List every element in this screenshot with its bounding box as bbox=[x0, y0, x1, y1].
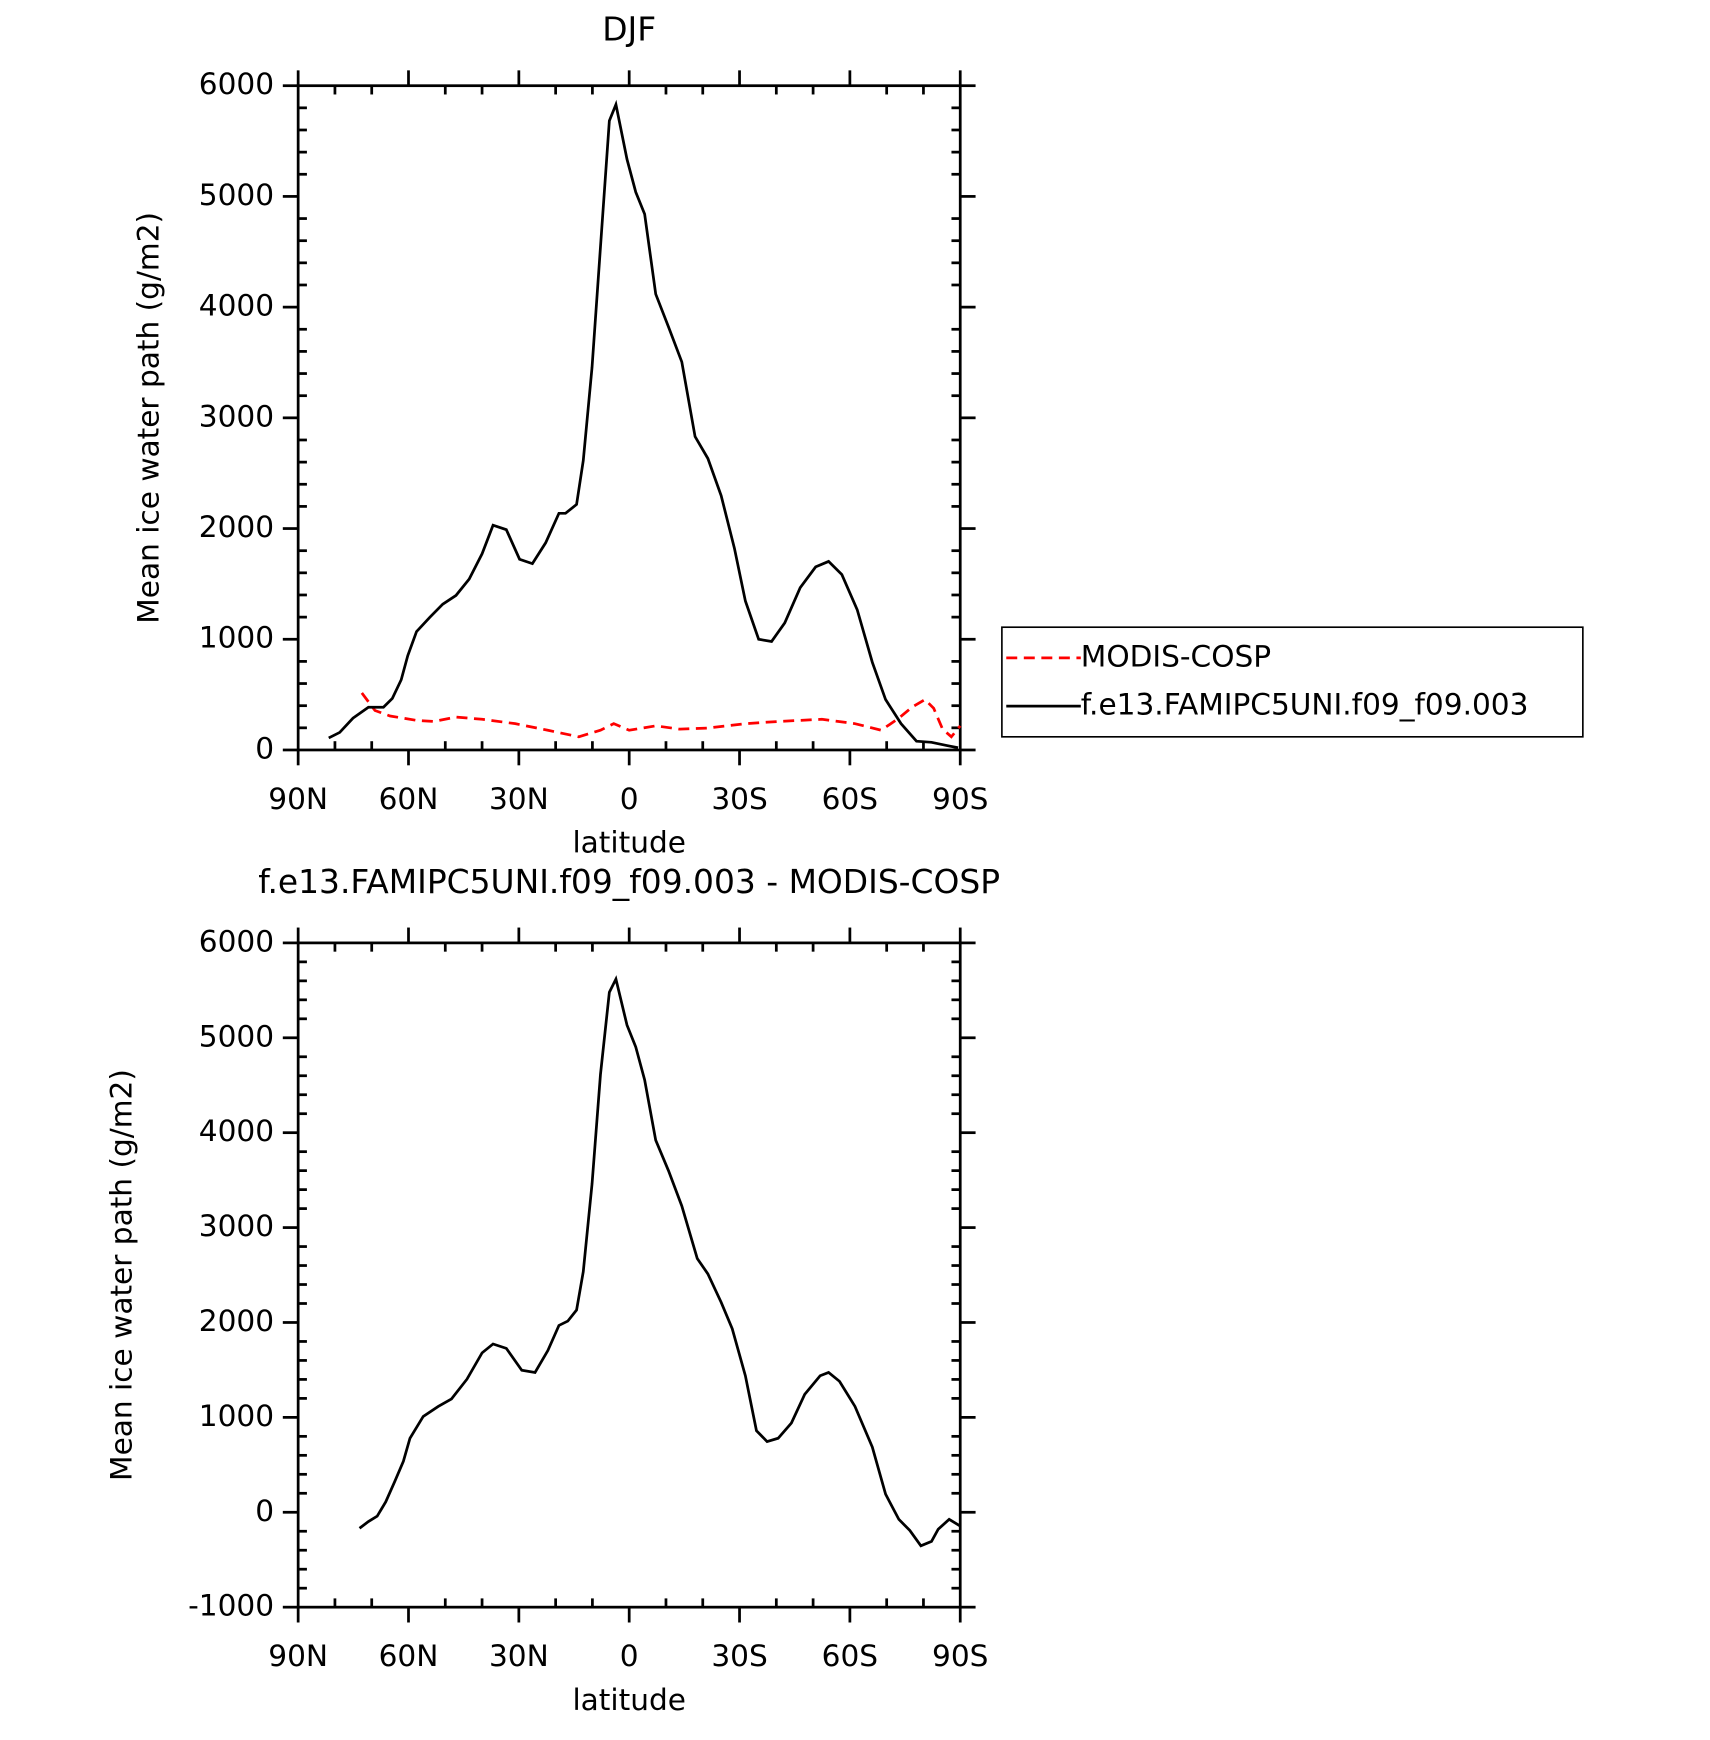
x-tick-label: 30S bbox=[711, 1639, 767, 1673]
chart-title: f.e13.FAMIPC5UNI.f09_f09.003 - MODIS-COS… bbox=[258, 862, 1000, 901]
x-tick-label: 0 bbox=[620, 782, 639, 816]
y-tick-label: 2000 bbox=[199, 510, 274, 544]
y-tick-label: 0 bbox=[255, 731, 274, 765]
x-tick-label: 0 bbox=[620, 1639, 639, 1673]
x-tick-label: 60N bbox=[379, 782, 439, 816]
legend-label: f.e13.FAMIPC5UNI.f09_f09.003 bbox=[1081, 688, 1529, 722]
x-tick-label: 60N bbox=[379, 1639, 439, 1673]
y-tick-label: 0 bbox=[255, 1494, 274, 1528]
y-tick-label: 6000 bbox=[199, 67, 274, 101]
x-tick-label: 90N bbox=[268, 782, 328, 816]
y-axis-label: Mean ice water path (g/m2) bbox=[132, 212, 166, 624]
y-tick-label: 5000 bbox=[199, 1019, 274, 1053]
data-line bbox=[328, 99, 959, 750]
x-tick-label: 30S bbox=[711, 782, 767, 816]
x-tick-label: 60S bbox=[822, 782, 878, 816]
y-tick-label: 2000 bbox=[199, 1304, 274, 1338]
x-tick-label: 90S bbox=[932, 782, 988, 816]
chart-title: DJF bbox=[602, 9, 656, 48]
y-tick-label: 3000 bbox=[199, 1209, 274, 1243]
y-tick-label: 5000 bbox=[199, 178, 274, 212]
y-axis-label: Mean ice water path (g/m2) bbox=[104, 1069, 138, 1481]
x-tick-label: 30N bbox=[489, 782, 549, 816]
y-tick-label: 4000 bbox=[199, 289, 274, 323]
data-line bbox=[358, 975, 961, 1548]
y-tick-label: 4000 bbox=[199, 1114, 274, 1148]
data-line bbox=[360, 692, 962, 739]
y-tick-label: 1000 bbox=[199, 1399, 274, 1433]
x-tick-label: 30N bbox=[489, 1639, 549, 1673]
x-axis-label: latitude bbox=[572, 826, 685, 860]
x-tick-label: 90N bbox=[268, 1639, 328, 1673]
plot-frame bbox=[296, 941, 962, 1609]
legend-label: MODIS-COSP bbox=[1081, 639, 1271, 673]
x-tick-label: 90S bbox=[932, 1639, 988, 1673]
legend-box bbox=[1001, 626, 1584, 738]
y-tick-label: 3000 bbox=[199, 399, 274, 433]
y-tick-label: 1000 bbox=[199, 621, 274, 655]
x-axis-label: latitude bbox=[572, 1683, 685, 1717]
y-tick-label: 6000 bbox=[199, 924, 274, 958]
plot-frame bbox=[296, 84, 962, 752]
y-tick-label: -1000 bbox=[188, 1589, 274, 1623]
x-tick-label: 60S bbox=[822, 1639, 878, 1673]
